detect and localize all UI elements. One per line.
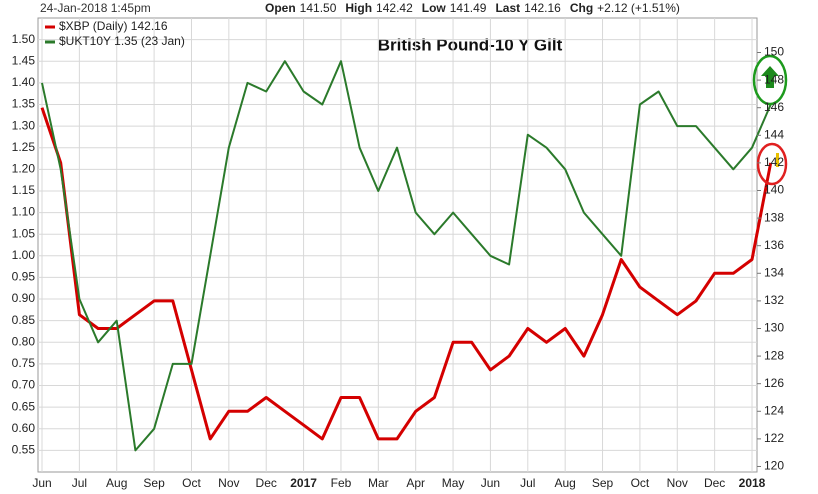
x-tick-label: Dec — [704, 476, 725, 490]
up-arrow — [761, 66, 779, 88]
quote-value: 141.49 — [450, 1, 487, 15]
y2-tick-label: 144 — [764, 127, 784, 141]
x-tick-label: Oct — [631, 476, 650, 490]
y-tick-label: 1.00 — [12, 248, 36, 262]
annotation-circle — [752, 54, 788, 106]
quote-value: 142.16 — [524, 1, 561, 15]
lines — [40, 60, 773, 452]
y-tick-label: 1.50 — [12, 32, 36, 46]
x-tick-label: Jul — [72, 476, 87, 490]
x-tick-label: Apr — [406, 476, 425, 490]
x-tick-label: Aug — [554, 476, 575, 490]
y2-tick-label: 140 — [764, 183, 784, 197]
y2-tick-label: 122 — [764, 431, 784, 445]
y2-tick-label: 150 — [764, 45, 784, 59]
quote-label: Low — [422, 1, 447, 15]
x-tick-label: Feb — [331, 476, 352, 490]
y2-tick-label: 124 — [764, 403, 784, 417]
y-tick-label: 1.20 — [12, 162, 36, 176]
y2-tick-label: 130 — [764, 321, 784, 335]
y2-tick-label: 136 — [764, 238, 784, 252]
annotation-circle — [756, 142, 788, 186]
grid — [38, 18, 757, 472]
legend-label: $UKT10Y 1.35 (23 Jan) — [59, 34, 185, 48]
x-tick-label: 2018 — [739, 476, 766, 490]
quote-label: Open — [265, 1, 296, 15]
y2-tick-label: 138 — [764, 210, 784, 224]
quote-value: +2.12 (+1.51%) — [597, 1, 680, 15]
plot-frame — [37, 17, 758, 473]
x-tick-label: Oct — [182, 476, 201, 490]
x-tick-label: 2017 — [290, 476, 317, 490]
quote-label: Last — [495, 1, 520, 15]
x-tick-label: Sep — [592, 476, 614, 490]
quote: Open 141.50 High 142.42 Low 141.49 Last 142.16 C… — [265, 1, 680, 15]
y2-tick-label: 146 — [764, 100, 784, 114]
y2-tick-label: 128 — [764, 348, 784, 362]
x-tick-label: Jul — [520, 476, 535, 490]
quote-label: Chg — [570, 1, 593, 15]
x-tick-label: Nov — [218, 476, 239, 490]
legend-label: $XBP (Daily) 142.16 — [59, 19, 168, 33]
y-tick-label: 0.80 — [12, 334, 36, 348]
y2-tick-label: 120 — [764, 459, 784, 473]
chart-title: British Pound-10 Y Gilt — [378, 35, 563, 54]
y2-tick-label: 132 — [764, 293, 784, 307]
y-tick-label: 1.15 — [12, 183, 36, 197]
y-tick-label: 1.05 — [12, 226, 36, 240]
y-tick-label: 1.40 — [12, 75, 36, 89]
y-tick-label: 1.10 — [12, 205, 36, 219]
price-marker — [776, 153, 779, 167]
x-tick-label: Aug — [106, 476, 127, 490]
x-tick-label: Sep — [143, 476, 165, 490]
x-tick-label: Jun — [32, 476, 51, 490]
x-tick-label: Mar — [368, 476, 389, 490]
y-tick-label: 1.25 — [12, 140, 36, 154]
quote-value: 142.42 — [376, 1, 413, 15]
y-tick-label: 0.75 — [12, 356, 36, 370]
y-tick-label: 0.95 — [12, 270, 36, 284]
y-tick-label: 0.60 — [12, 421, 36, 435]
y2-tick-label: 134 — [764, 265, 784, 279]
x-tick-label: Nov — [667, 476, 688, 490]
series-line — [41, 60, 772, 452]
y2-tick-label: 142 — [764, 155, 784, 169]
y2-tick-label: 148 — [764, 72, 784, 86]
x-tick-label: Dec — [256, 476, 277, 490]
header-date: 24-Jan-2018 1:45pm — [40, 1, 151, 15]
x-tick-label: May — [442, 476, 465, 490]
y-tick-label: 0.85 — [12, 313, 36, 327]
quote-label: High — [345, 1, 372, 15]
y-tick-label: 1.30 — [12, 118, 36, 132]
quote-value: 141.50 — [300, 1, 337, 15]
series-line — [40, 107, 773, 441]
y2-tick-label: 126 — [764, 376, 784, 390]
x-tick-label: Jun — [481, 476, 500, 490]
legend: $XBP (Daily) 142.16$UKT10Y 1.35 (23 Jan) — [45, 19, 185, 48]
y-tick-label: 1.45 — [12, 53, 36, 67]
y-tick-label: 0.55 — [12, 443, 36, 457]
y-tick-label: 0.70 — [12, 378, 36, 392]
y-tick-label: 1.35 — [12, 97, 36, 111]
y-tick-label: 0.65 — [12, 399, 36, 413]
y-tick-label: 0.90 — [12, 291, 36, 305]
